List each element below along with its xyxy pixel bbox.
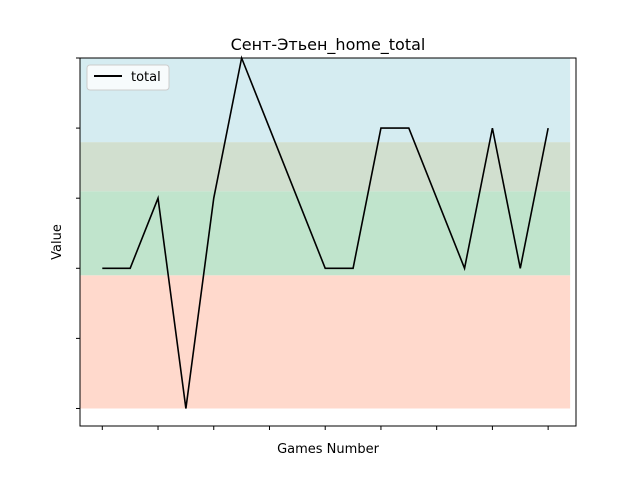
legend: total: [86, 64, 170, 91]
x-ticks: [101, 426, 549, 430]
band-0: [80, 275, 571, 409]
x-axis-label: Games Number: [277, 442, 379, 457]
chart-title: Сент-Этьен_home_total: [231, 35, 426, 55]
plot-frame: [79, 57, 577, 427]
y-axis-label: Value: [50, 224, 65, 260]
legend-label-total: total: [131, 70, 161, 85]
background-bands: [80, 58, 571, 409]
legend-box: [86, 64, 170, 91]
y-ticks: [76, 57, 80, 409]
series-lines: [102, 55, 549, 409]
band-1: [80, 191, 571, 276]
series-line-total: [102, 55, 549, 409]
